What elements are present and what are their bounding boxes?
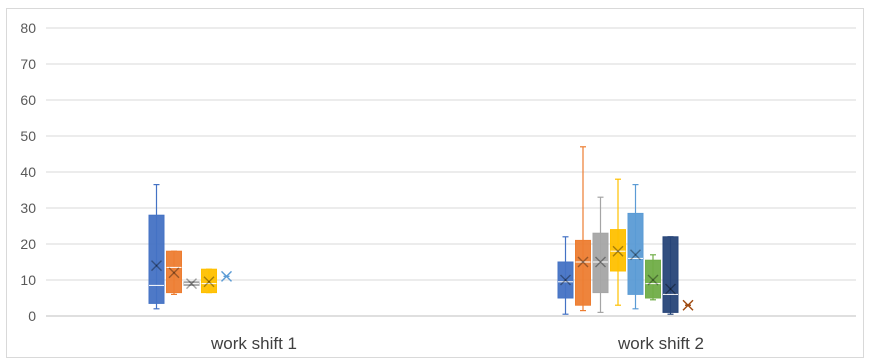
box: [166, 250, 182, 294]
y-tick-label: 60: [20, 92, 36, 108]
mean-marker: [186, 278, 197, 290]
mean-marker: [682, 299, 694, 311]
mean-marker: [203, 276, 215, 288]
y-tick-label: 70: [20, 56, 36, 72]
mean-marker: [560, 274, 571, 286]
mean-marker: [577, 256, 589, 268]
y-tick-label: 30: [20, 200, 36, 216]
mean-marker: [665, 283, 676, 295]
mean-marker: [630, 249, 641, 261]
box: [557, 261, 574, 299]
mean-marker: [612, 245, 624, 257]
mean-marker: [577, 256, 589, 268]
box: [575, 239, 591, 306]
mean-marker: [665, 283, 676, 295]
box: [592, 232, 609, 294]
y-tick-label: 10: [20, 272, 36, 288]
mean-marker: [630, 249, 641, 261]
box: [627, 212, 644, 295]
mean-marker: [151, 260, 162, 272]
mean-marker: [151, 260, 162, 272]
mean-marker: [203, 276, 215, 288]
y-tick-label: 20: [20, 236, 36, 252]
mean-marker: [647, 274, 659, 286]
mean-marker: [595, 256, 606, 268]
x-category-label: work shift 2: [617, 334, 704, 353]
box: [662, 236, 679, 313]
box: [148, 214, 165, 304]
y-tick-label: 40: [20, 164, 36, 180]
x-category-label: work shift 1: [210, 334, 297, 353]
y-tick-label: 50: [20, 128, 36, 144]
mean-marker: [560, 274, 571, 286]
box: [610, 229, 626, 272]
mean-marker: [595, 256, 606, 268]
mean-marker: [168, 267, 180, 279]
box: [201, 268, 217, 294]
mean-marker: [221, 270, 232, 282]
mean-marker: [647, 274, 659, 286]
mean-marker: [168, 267, 180, 279]
y-tick-label: 0: [28, 308, 36, 324]
y-tick-label: 80: [20, 20, 36, 36]
mean-marker: [612, 245, 624, 257]
box: [645, 259, 661, 299]
mean-marker: [186, 278, 197, 290]
